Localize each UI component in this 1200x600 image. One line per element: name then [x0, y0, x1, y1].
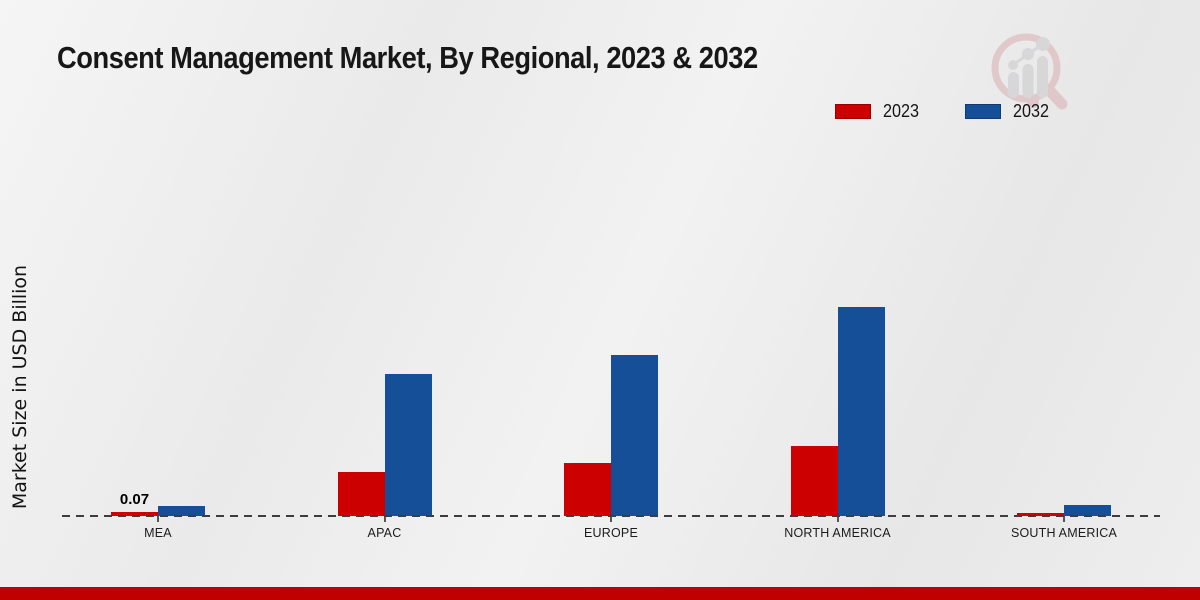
bar-north-america-2023: [790, 445, 838, 516]
bar-north-america-2032: [837, 306, 885, 516]
x-axis-baseline: [62, 515, 1160, 517]
bar-mea-2032: [158, 505, 205, 516]
axis-tick-mea: [157, 516, 159, 522]
bar-europe-2032: [611, 355, 658, 516]
axis-tick-europe: [610, 516, 612, 522]
page-title: Consent Management Market, By Regional, …: [57, 40, 758, 75]
axis-tick-south-america: [1063, 516, 1065, 522]
legend: 2023 2032: [835, 101, 1053, 122]
bar-south-america-2032: [1064, 505, 1111, 516]
bar-apac-2023: [337, 472, 385, 516]
y-axis-label: Market Size in USD Billion: [9, 264, 31, 510]
magnifier-bar-chart-icon: [991, 33, 1068, 110]
legend-swatch-2023: [835, 104, 871, 119]
category-label-europe: EUROPE: [584, 526, 638, 540]
category-label-south-america: SOUTH AMERICA: [1010, 526, 1118, 540]
legend-item-2023: 2023: [835, 101, 923, 122]
bar-apac-2032: [384, 374, 432, 516]
footer-red-bar: [0, 587, 1200, 600]
legend-label-2023: 2023: [883, 101, 920, 121]
category-label-mea: MEA: [144, 526, 172, 540]
axis-tick-apac: [383, 516, 386, 522]
bar-south-america-2023: [1017, 513, 1064, 516]
axis-tick-north-america: [836, 516, 839, 522]
category-label-north-america: NORTH AMERICA: [784, 526, 891, 540]
legend-item-2032: 2032: [965, 101, 1053, 122]
legend-label-2032: 2032: [1013, 101, 1050, 121]
bar-mea-2023: [111, 512, 158, 516]
bar-europe-2023: [564, 462, 611, 516]
legend-swatch-2032: [965, 104, 1002, 119]
category-label-apac: APAC: [367, 526, 402, 540]
data-label-mea-2023: 0.07: [119, 491, 150, 508]
